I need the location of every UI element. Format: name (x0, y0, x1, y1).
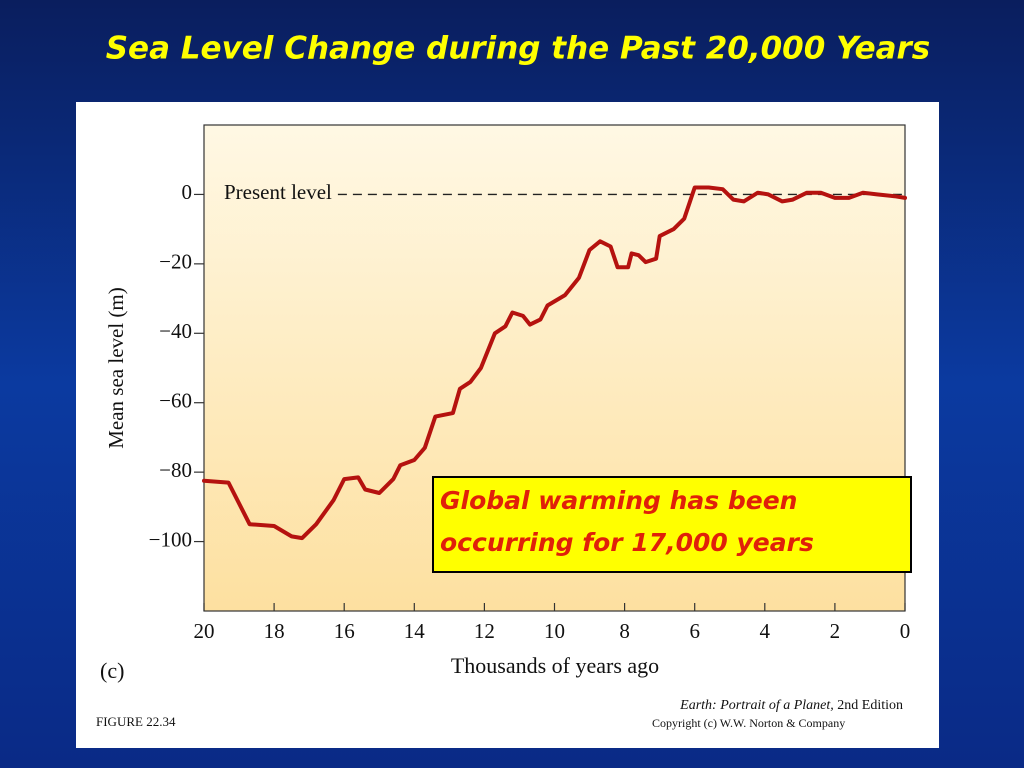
x-tick-label: 6 (689, 619, 700, 643)
panel-label: (c) (100, 658, 124, 683)
x-tick-label: 4 (760, 619, 771, 643)
x-tick-label: 20 (194, 619, 215, 643)
slide-title: Sea Level Change during the Past 20,000 … (106, 31, 931, 67)
reference-label: Present level (224, 180, 332, 204)
x-tick-label: 12 (474, 619, 495, 643)
x-tick-label: 18 (264, 619, 285, 643)
x-tick-label: 16 (334, 619, 355, 643)
source: Earth: Portrait of a Planet, 2nd Edition (679, 698, 903, 713)
x-tick-label: 0 (900, 619, 911, 643)
y-tick-label: 0 (182, 180, 193, 204)
source-edition: 2nd Edition (837, 698, 903, 713)
y-tick-label: −80 (159, 458, 192, 482)
y-tick-label: −40 (159, 319, 192, 343)
annotation: Global warming has been occurring for 17… (440, 486, 814, 557)
sea-level-line (202, 185, 907, 541)
annotation-box (432, 476, 912, 573)
x-tick-label: 10 (544, 619, 565, 643)
y-tick-label: −60 (159, 389, 192, 413)
y-axis-label: Mean sea level (m) (104, 287, 128, 449)
x-axis-label: Thousands of years ago (451, 653, 659, 678)
y-tick-label: −100 (149, 527, 192, 551)
annotation-container: Global warming has been occurring for 17… (440, 486, 814, 557)
x-tick-label: 8 (619, 619, 630, 643)
y-tick-label: −20 (159, 250, 192, 274)
x-tick-label: 2 (830, 619, 841, 643)
copyright: Copyright (c) W.W. Norton & Company (652, 716, 845, 730)
source-title: Earth: Portrait of a Planet, (679, 698, 834, 713)
x-tick-label: 14 (404, 619, 426, 643)
figure-label: FIGURE 22.34 (96, 714, 176, 729)
